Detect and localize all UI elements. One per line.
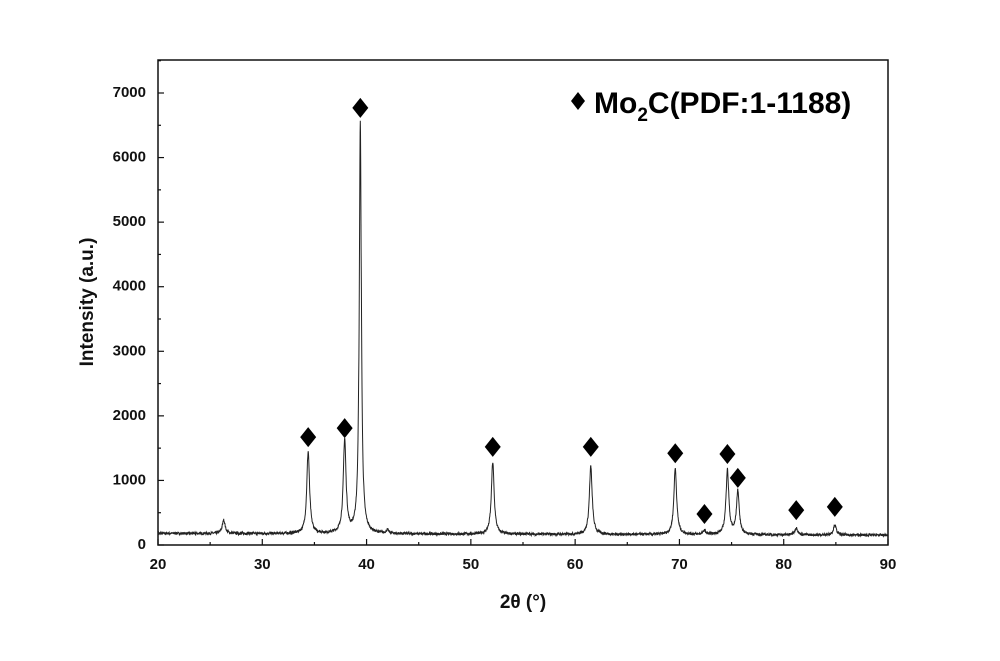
plot-frame	[157, 59, 889, 546]
peak-diamond-icon	[300, 427, 317, 448]
peak-diamond-icon	[352, 97, 369, 118]
x-tick-label: 80	[775, 556, 792, 573]
legend-label: Mo2C(PDF:1-1188)	[594, 87, 851, 126]
x-tick-label: 30	[254, 556, 271, 573]
peak-diamond-icon	[667, 443, 684, 464]
y-tick-label: 0	[138, 536, 146, 553]
y-tick-label: 7000	[113, 84, 146, 101]
peak-diamond-icon	[788, 500, 805, 521]
axis-ticks: 20 30 40 50 60 70 80 90 0 1000 2000 3000 4000 5000 600…	[113, 60, 897, 573]
x-tick-label: 50	[463, 556, 480, 573]
diffraction-trace	[157, 120, 889, 538]
peak-diamond-icon	[336, 418, 353, 439]
peak-diamond-icon	[719, 443, 736, 464]
x-tick-label: 60	[567, 556, 584, 573]
peak-markers	[300, 97, 843, 525]
y-axis-label: Intensity (a.u.)	[77, 238, 98, 367]
peak-diamond-icon	[696, 504, 713, 525]
peak-diamond-icon	[826, 496, 843, 517]
peak-diamond-icon	[582, 436, 599, 457]
x-tick-label: 90	[880, 556, 897, 573]
y-tick-label: 3000	[113, 342, 146, 359]
y-tick-label: 6000	[113, 149, 146, 166]
y-tick-label: 5000	[113, 213, 146, 230]
legend-diamond-icon	[571, 92, 585, 110]
x-tick-label: 20	[150, 556, 167, 573]
x-axis-label: 2θ (°)	[500, 592, 546, 613]
legend: Mo2C(PDF:1-1188)	[571, 87, 851, 126]
y-tick-label: 4000	[113, 278, 146, 295]
y-tick-label: 2000	[113, 407, 146, 424]
peak-diamond-icon	[484, 436, 501, 457]
peak-diamond-icon	[729, 467, 746, 488]
x-tick-label: 70	[671, 556, 688, 573]
x-tick-label: 40	[358, 556, 375, 573]
y-tick-label: 1000	[113, 471, 146, 488]
